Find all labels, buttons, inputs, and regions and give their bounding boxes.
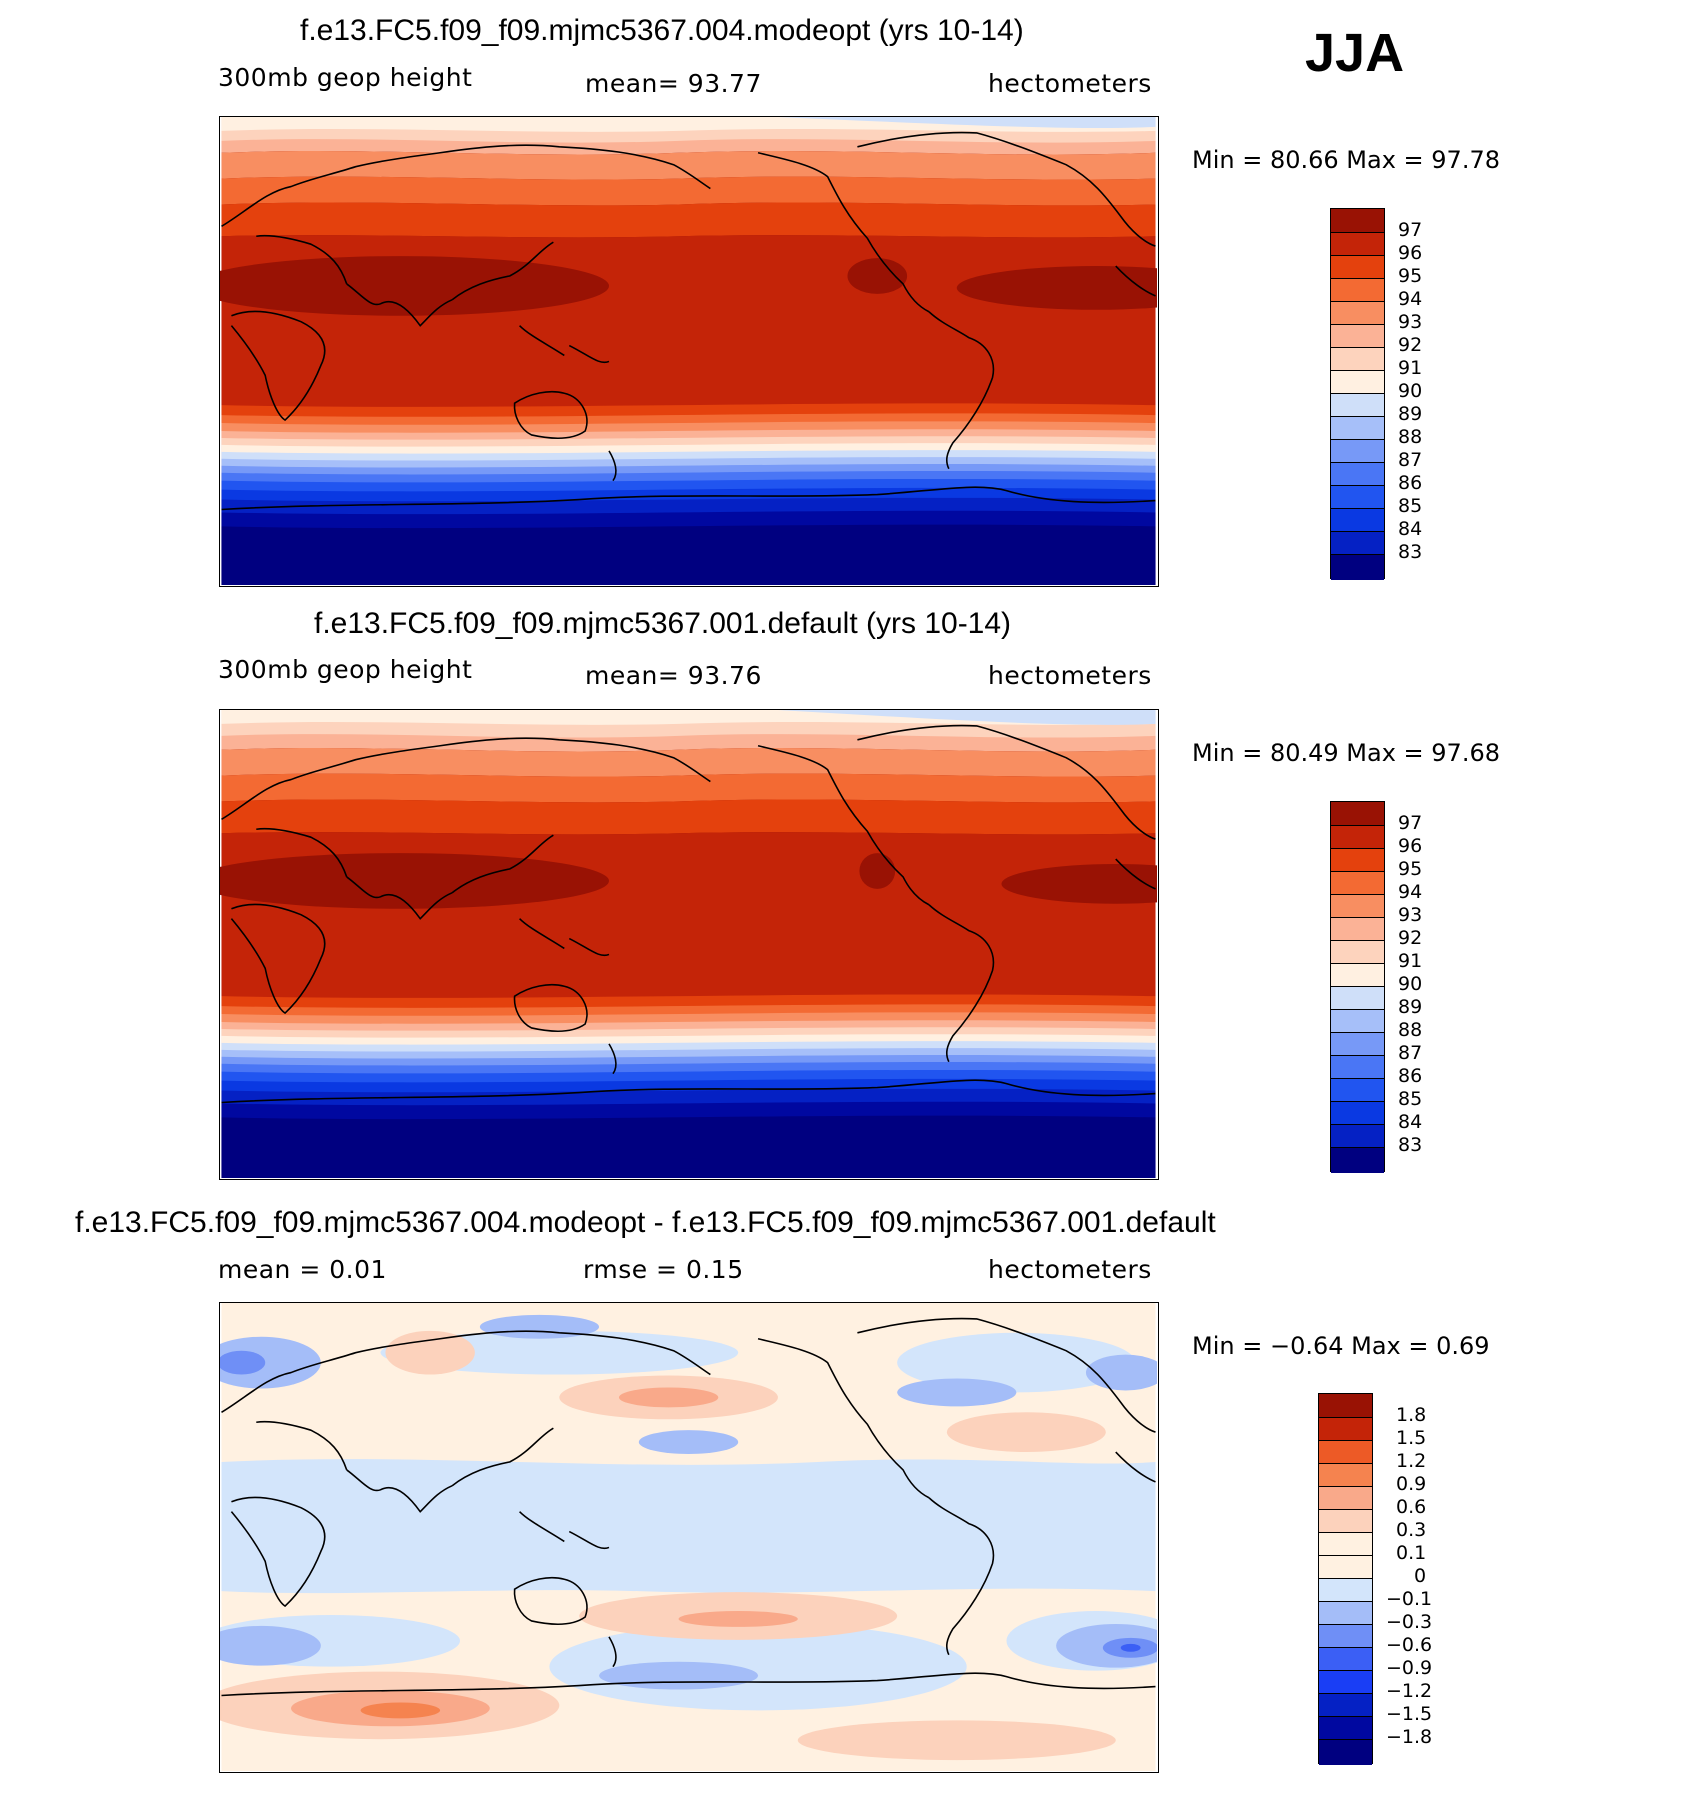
panel-2-colorbar-tick: 88 — [1398, 1019, 1423, 1041]
panel-2-mean-label: mean= 93.76 — [585, 661, 762, 690]
panel-2-colorbar-tick: 92 — [1398, 927, 1423, 949]
panel-2-colorbar-tick: 89 — [1398, 996, 1423, 1018]
season-label: JJA — [1305, 23, 1405, 83]
panel-3-colorbar-tick: −0.6 — [1386, 1634, 1433, 1656]
panel-2-colorbar-tick: 91 — [1398, 950, 1423, 972]
panel-3-colorbar-tick: 1.5 — [1396, 1427, 1427, 1449]
panel-3-units-label: hectometers — [988, 1255, 1152, 1284]
panel-1-colorbar-tick: 92 — [1398, 334, 1423, 356]
panel-2-colorbar-tick: 87 — [1398, 1042, 1423, 1064]
panel-1-minmax: Min = 80.66 Max = 97.78 — [1192, 146, 1500, 174]
panel-1-colorbar — [1330, 208, 1385, 580]
panel-3-colorbar-tick: −0.3 — [1386, 1611, 1433, 1633]
panel-3-rmse-label: rmse = 0.15 — [583, 1255, 744, 1284]
panel-1-colorbar-tick: 83 — [1398, 541, 1423, 563]
panel-2-colorbar-tick: 86 — [1398, 1065, 1423, 1087]
panel-3-colorbar-tick: −1.2 — [1386, 1680, 1433, 1702]
panel-3-colorbar — [1318, 1393, 1373, 1765]
panel-2-minmax: Min = 80.49 Max = 97.68 — [1192, 739, 1500, 767]
panel-1-colorbar-tick: 95 — [1398, 265, 1423, 287]
panel-2-colorbar-tick: 94 — [1398, 881, 1423, 903]
panel-3-colorbar-tick: 0.9 — [1396, 1473, 1427, 1495]
panel-1-mean-label: mean= 93.77 — [585, 69, 762, 98]
panel-2-colorbar-tick: 85 — [1398, 1088, 1423, 1110]
panel-3-title: f.e13.FC5.f09_f09.mjmc5367.004.modeopt -… — [75, 1206, 1216, 1239]
panel-1-variable-label: 300mb geop height — [218, 63, 473, 92]
panel-1-colorbar-tick: 88 — [1398, 426, 1423, 448]
panel-3-colorbar-tick: 0 — [1414, 1565, 1427, 1587]
panel-2-units-label: hectometers — [988, 661, 1152, 690]
panel-3-colorbar-tick: 0.1 — [1396, 1542, 1427, 1564]
panel-3-colorbar-tick: −0.1 — [1386, 1588, 1433, 1610]
panel-3-colorbar-tick: 0.6 — [1396, 1496, 1427, 1518]
panel-3-mean-label: mean = 0.01 — [218, 1255, 387, 1284]
panel-2-colorbar-tick: 90 — [1398, 973, 1423, 995]
panel-1-colorbar-tick: 93 — [1398, 311, 1423, 333]
panel-1-colorbar-tick: 85 — [1398, 495, 1423, 517]
panel-3-colorbar-tick: −1.5 — [1386, 1703, 1433, 1725]
panel-1-colorbar-tick: 94 — [1398, 288, 1423, 310]
panel-2-colorbar-tick: 97 — [1398, 812, 1423, 834]
panel-2-variable-label: 300mb geop height — [218, 655, 473, 684]
panel-3-minmax: Min = −0.64 Max = 0.69 — [1192, 1332, 1490, 1360]
panel-2-colorbar-tick: 93 — [1398, 904, 1423, 926]
panel-2-field — [220, 710, 1157, 1178]
panel-1-map — [219, 116, 1159, 587]
panel-1-units-label: hectometers — [988, 69, 1152, 98]
panel-1-colorbar-tick: 96 — [1398, 242, 1423, 264]
panel-2-colorbar-tick: 95 — [1398, 858, 1423, 880]
panel-3-map — [219, 1302, 1159, 1773]
panel-1-colorbar-tick: 90 — [1398, 380, 1423, 402]
panel-1-colorbar-tick: 91 — [1398, 357, 1423, 379]
panel-1-colorbar-tick: 97 — [1398, 219, 1423, 241]
panel-2-title: f.e13.FC5.f09_f09.mjmc5367.001.default (… — [314, 607, 1012, 640]
panel-3-colorbar-tick: −0.9 — [1386, 1657, 1433, 1679]
panel-3-colorbar-tick: 0.3 — [1396, 1519, 1427, 1541]
panel-1-colorbar-tick: 84 — [1398, 518, 1423, 540]
panel-3-field — [220, 1303, 1157, 1771]
panel-2-colorbar-tick: 84 — [1398, 1111, 1423, 1133]
panel-3-colorbar-tick: 1.8 — [1396, 1404, 1427, 1426]
panel-2-colorbar — [1330, 801, 1385, 1173]
panel-1-colorbar-tick: 86 — [1398, 472, 1423, 494]
panel-2-colorbar-tick: 96 — [1398, 835, 1423, 857]
panel-2-colorbar-tick: 83 — [1398, 1134, 1423, 1156]
panel-2-map — [219, 709, 1159, 1180]
panel-1-title: f.e13.FC5.f09_f09.mjmc5367.004.modeopt (… — [300, 14, 1024, 47]
panel-3-colorbar-tick: 1.2 — [1396, 1450, 1427, 1472]
panel-3-colorbar-tick: −1.8 — [1386, 1726, 1433, 1748]
panel-1-colorbar-tick: 89 — [1398, 403, 1423, 425]
panel-1-colorbar-tick: 87 — [1398, 449, 1423, 471]
panel-1-field — [220, 117, 1157, 585]
